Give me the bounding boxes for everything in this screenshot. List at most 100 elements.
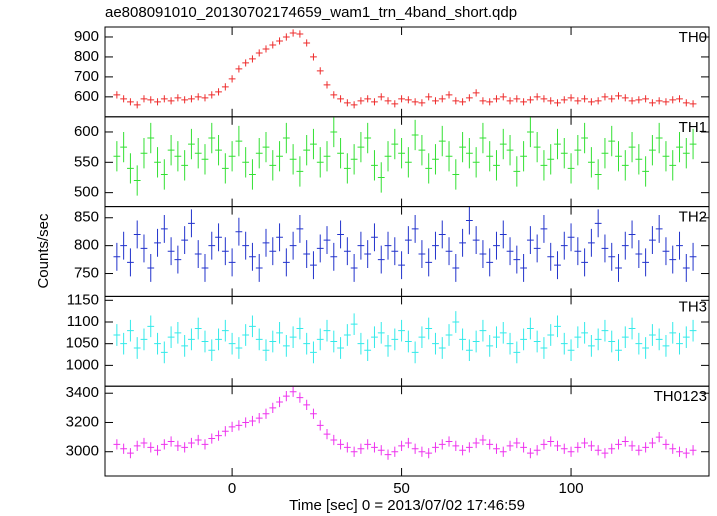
data-bin bbox=[418, 99, 426, 107]
data-bin bbox=[621, 150, 629, 181]
data-bin bbox=[154, 228, 161, 257]
data-bin bbox=[181, 335, 189, 357]
data-bin bbox=[391, 328, 399, 351]
data-bin bbox=[554, 99, 561, 107]
data-bin bbox=[506, 135, 514, 166]
data-bin bbox=[493, 231, 500, 260]
data-bin bbox=[554, 440, 561, 451]
data-bin bbox=[615, 339, 622, 362]
y-axis-label: Counts/sec bbox=[35, 213, 52, 289]
y-tick-label: 1050 bbox=[66, 335, 99, 352]
data-bin bbox=[167, 97, 175, 105]
data-bin bbox=[310, 128, 317, 160]
data-bin bbox=[303, 399, 311, 411]
data-bin bbox=[540, 337, 548, 359]
data-bin bbox=[479, 319, 487, 342]
data-bin bbox=[235, 65, 243, 73]
data-bin bbox=[486, 248, 494, 277]
data-bin bbox=[520, 141, 527, 172]
data-bin bbox=[628, 220, 636, 249]
data-bin bbox=[242, 324, 250, 346]
data-bin bbox=[140, 437, 148, 449]
data-bin bbox=[113, 324, 121, 346]
data-bin bbox=[560, 138, 568, 169]
data-bin bbox=[662, 98, 670, 106]
data-bin bbox=[642, 95, 650, 103]
data-bin bbox=[452, 159, 460, 190]
data-bin bbox=[649, 226, 656, 255]
data-bin bbox=[438, 220, 446, 249]
data-bin bbox=[181, 442, 189, 453]
data-bin bbox=[655, 214, 663, 243]
data-bin bbox=[547, 144, 555, 175]
data-bin bbox=[343, 99, 351, 107]
data-bin bbox=[655, 431, 663, 443]
panel-label: TH0123 bbox=[654, 388, 707, 405]
data-bin bbox=[398, 440, 405, 451]
data-bin bbox=[554, 251, 561, 280]
data-bin bbox=[127, 248, 134, 277]
data-bin bbox=[499, 220, 507, 249]
data-bin bbox=[581, 122, 588, 154]
data-bin bbox=[337, 220, 344, 249]
data-bin bbox=[384, 449, 392, 460]
data-bin bbox=[689, 128, 697, 160]
data-bin bbox=[303, 332, 311, 355]
data-bin bbox=[249, 242, 256, 271]
data-bin bbox=[594, 445, 602, 456]
data-bin bbox=[221, 237, 229, 266]
data-bin bbox=[269, 330, 277, 353]
data-bin bbox=[188, 437, 195, 449]
data-bin bbox=[459, 131, 466, 163]
data-bin bbox=[364, 439, 372, 450]
data-bin bbox=[371, 150, 378, 181]
data-bin bbox=[404, 330, 412, 353]
data-bin bbox=[649, 99, 656, 107]
data-bin bbox=[269, 237, 277, 266]
data-bin bbox=[432, 442, 439, 453]
y-tick-label: 500 bbox=[74, 184, 99, 201]
data-bin bbox=[486, 141, 494, 172]
data-bin bbox=[499, 128, 507, 160]
data-bin bbox=[493, 443, 500, 454]
data-bin bbox=[296, 30, 304, 38]
data-bin bbox=[282, 122, 290, 154]
data-bin bbox=[682, 138, 690, 169]
data-bin bbox=[567, 94, 575, 102]
data-bin bbox=[255, 138, 263, 169]
data-bin bbox=[526, 448, 534, 459]
data-bin bbox=[113, 439, 121, 450]
data-bin bbox=[330, 330, 338, 353]
data-bin bbox=[479, 434, 487, 446]
data-bin bbox=[499, 321, 507, 344]
data-bin bbox=[303, 39, 311, 47]
data-bin bbox=[113, 91, 121, 99]
data-bin bbox=[262, 339, 270, 362]
data-bin bbox=[140, 328, 148, 351]
data-bin bbox=[120, 443, 128, 454]
data-bin bbox=[669, 321, 677, 344]
data-bin bbox=[547, 324, 555, 346]
data-bin bbox=[574, 326, 582, 349]
data-bin bbox=[221, 319, 229, 342]
data-bin bbox=[601, 138, 609, 169]
data-bin bbox=[655, 97, 663, 105]
data-bin bbox=[364, 339, 372, 362]
data-bin bbox=[113, 141, 121, 172]
data-bin bbox=[452, 254, 460, 282]
data-bin bbox=[201, 439, 209, 450]
data-bin bbox=[242, 147, 250, 178]
data-bin bbox=[411, 443, 419, 454]
data-bin bbox=[404, 226, 412, 255]
data-bin bbox=[676, 446, 683, 457]
data-bin bbox=[310, 53, 317, 61]
data-bin bbox=[323, 141, 331, 172]
data-bin bbox=[567, 446, 575, 457]
data-bin bbox=[560, 443, 568, 454]
panel-frame bbox=[104, 385, 710, 477]
data-bin bbox=[676, 332, 683, 355]
data-bin bbox=[289, 386, 297, 397]
data-bin bbox=[127, 153, 134, 184]
data-bin bbox=[574, 97, 582, 105]
data-bin bbox=[154, 98, 161, 106]
